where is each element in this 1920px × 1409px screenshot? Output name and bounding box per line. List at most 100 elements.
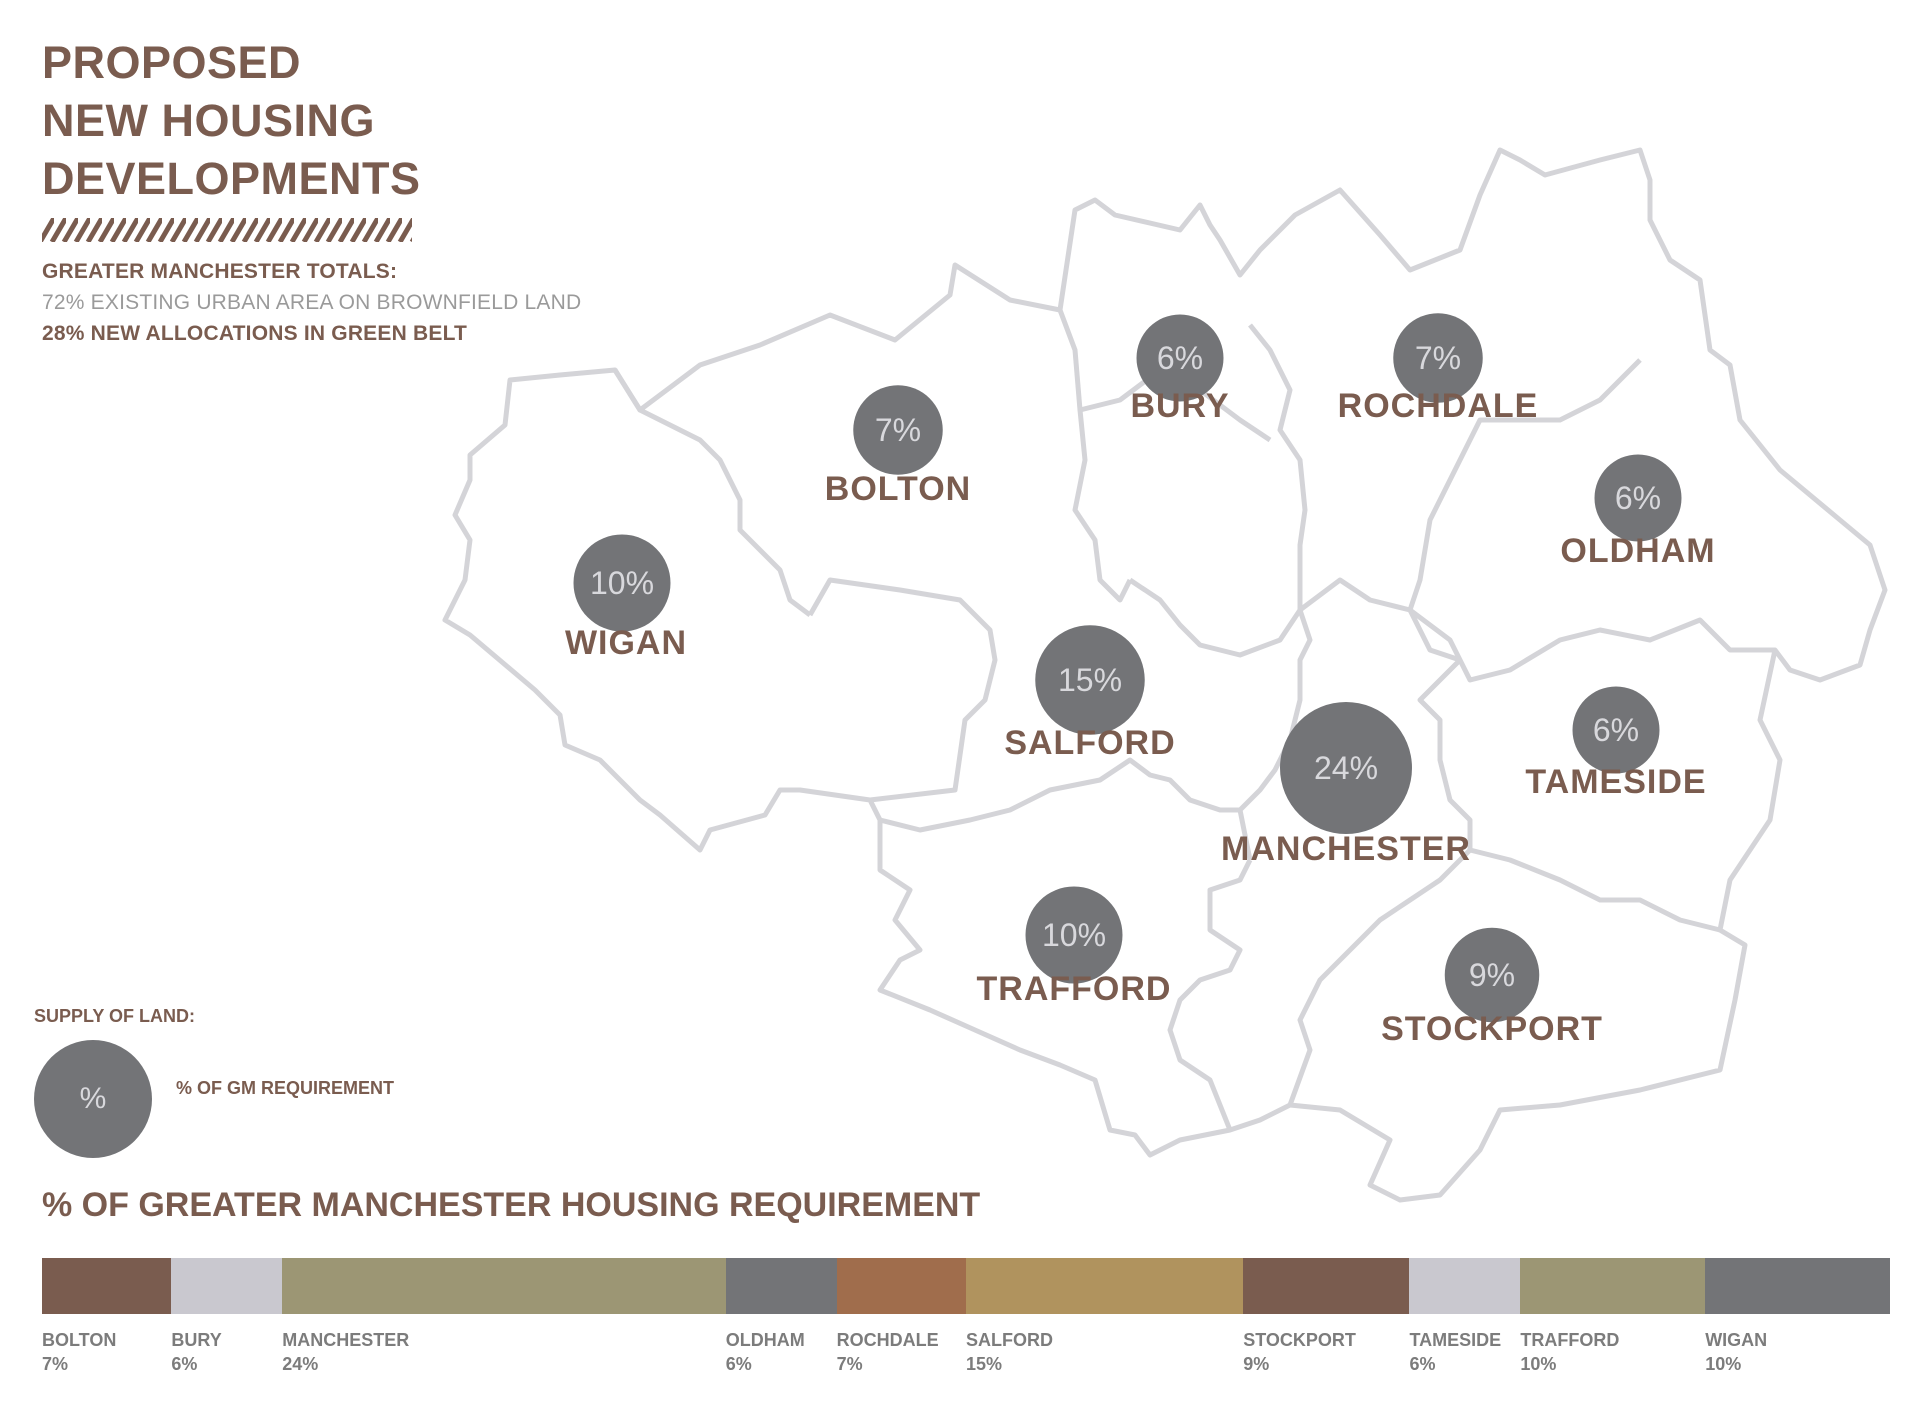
page-title: PROPOSED NEW HOUSING DEVELOPMENTS (42, 34, 421, 208)
boundary-manchester-oldham (1298, 577, 1461, 663)
bar-segment-wigan (1705, 1258, 1890, 1314)
bar-segment-manchester (282, 1258, 726, 1314)
bar-label-value: 24% (282, 1354, 319, 1374)
bar-label-value: 15% (966, 1354, 1003, 1374)
stockport-supply-circle (1444, 927, 1540, 1023)
oldham-supply-circle (1594, 454, 1682, 542)
wigan-label: WIGAN (565, 624, 687, 662)
bar-label-value: 9% (1243, 1354, 1270, 1374)
bar-label-name: OLDHAM (725, 1330, 805, 1350)
tameside-label: TAMESIDE (1525, 763, 1706, 801)
title-line-2: NEW HOUSING (42, 95, 376, 146)
bar-segment-salford (965, 1258, 1244, 1314)
bar-label-name: WIGAN (1705, 1330, 1768, 1350)
bar-label-name: BURY (171, 1330, 222, 1350)
bar-chart-title: % OF GREATER MANCHESTER HOUSING REQUIREM… (42, 1186, 981, 1224)
boundary-manchester-tameside (1417, 658, 1473, 850)
tameside-supply-circle (1572, 686, 1660, 774)
bury-label: BURY (1130, 387, 1229, 425)
supply-legend-description: % OF GM REQUIREMENT (176, 1078, 395, 1098)
bolton-supply-circle (853, 385, 943, 475)
bar-label-tameside: TAMESIDE 6% (1410, 1328, 1502, 1376)
totals-greenbelt: 28% NEW ALLOCATIONS IN GREEN BELT (42, 322, 468, 345)
title-line-3: DEVELOPMENTS (42, 153, 421, 204)
supply-legend-title: SUPPLY OF LAND: (34, 1006, 196, 1026)
boundary-bolton-bury (1057, 309, 1133, 603)
bar-segment-trafford (1520, 1258, 1706, 1314)
salford-supply-circle (1035, 625, 1145, 735)
bury-supply-circle (1136, 314, 1224, 402)
oldham-label: OLDHAM (1560, 532, 1715, 570)
boundary-wigan-salford (807, 577, 998, 803)
manchester-label: MANCHESTER (1221, 830, 1471, 868)
bar-label-value: 6% (725, 1354, 752, 1374)
boundary-bolton-salford (1128, 577, 1303, 658)
salford-label: SALFORD (1004, 724, 1175, 762)
supply-legend-circle: % (34, 1040, 152, 1158)
bar-label-value: 7% (42, 1354, 69, 1374)
bar-labels: BOLTON 7% BURY 6% MANCHESTER 24% OLDHAM 6% ROCHD… (42, 1328, 1890, 1388)
boundary-oldham-tameside (1408, 608, 1775, 683)
bar-label-name: SALFORD (966, 1330, 1053, 1350)
trafford-supply-circle (1025, 886, 1123, 984)
bar-label-value: 10% (1705, 1354, 1742, 1374)
trafford-supply-value: 10% (1042, 917, 1106, 953)
bar-label-oldham: OLDHAM 6% (726, 1328, 805, 1376)
totals-brownfield: 72% EXISTING URBAN AREA ON BROWNFIELD LA… (42, 291, 582, 314)
bar-label-value: 10% (1520, 1354, 1557, 1374)
boundary-tameside-stockport (1469, 847, 1721, 933)
bar-label-name: MANCHESTER (282, 1330, 410, 1350)
bar-segment-stockport (1243, 1258, 1410, 1314)
boundary-salford-trafford (879, 757, 1240, 833)
rochdale-label: ROCHDALE (1338, 387, 1539, 425)
housing-requirement-bar (42, 1258, 1890, 1314)
boundary-wigan-bolton (612, 368, 812, 617)
gm-outer-boundary (442, 147, 1888, 1203)
boundary-bury-rochdale (1248, 323, 1308, 610)
bar-label-wigan: WIGAN 10% (1705, 1328, 1767, 1376)
title-line-1: PROPOSED (42, 37, 302, 88)
bar-segment-tameside (1409, 1258, 1521, 1314)
bolton-supply-value: 7% (875, 412, 921, 448)
wigan-supply-value: 10% (590, 565, 654, 601)
bar-label-stockport: STOCKPORT 9% (1243, 1328, 1356, 1376)
rochdale-supply-value: 7% (1415, 340, 1461, 376)
hatch-divider (42, 218, 412, 242)
bar-segment-bury (171, 1258, 283, 1314)
bolton-label: BOLTON (825, 470, 971, 508)
totals-heading: GREATER MANCHESTER TOTALS: (42, 260, 398, 283)
bar-label-name: BOLTON (42, 1330, 117, 1350)
oldham-supply-value: 6% (1615, 480, 1661, 516)
bar-label-name: STOCKPORT (1243, 1330, 1356, 1350)
bar-segment-bolton (42, 1258, 172, 1314)
rochdale-supply-circle (1393, 313, 1483, 403)
trafford-label: TRAFFORD (977, 970, 1172, 1008)
bar-label-manchester: MANCHESTER 24% (282, 1328, 409, 1376)
manchester-supply-value: 24% (1314, 750, 1378, 786)
bar-label-name: TRAFFORD (1520, 1330, 1620, 1350)
manchester-supply-circle (1280, 702, 1412, 834)
bar-label-bolton: BOLTON 7% (42, 1328, 116, 1376)
bar-label-name: TAMESIDE (1409, 1330, 1502, 1350)
boundary-rochdale-oldham (1407, 358, 1642, 611)
bar-label-salford: SALFORD 15% (966, 1328, 1053, 1376)
tameside-supply-value: 6% (1593, 712, 1639, 748)
bar-label-value: 6% (171, 1354, 198, 1374)
stockport-label: STOCKPORT (1381, 1010, 1603, 1048)
bar-segment-oldham (725, 1258, 837, 1314)
salford-supply-value: 15% (1058, 662, 1122, 698)
boundary-trafford-manchester (1167, 858, 1253, 1131)
bar-label-trafford: TRAFFORD 10% (1520, 1328, 1619, 1376)
bar-label-name: ROCHDALE (836, 1330, 939, 1350)
boundary-manchester-stockport (1287, 848, 1472, 1106)
wigan-supply-circle (573, 534, 671, 632)
bury-supply-value: 6% (1157, 340, 1203, 376)
stockport-supply-value: 9% (1469, 957, 1515, 993)
bar-label-rochdale: ROCHDALE 7% (837, 1328, 939, 1376)
bar-label-value: 6% (1409, 1354, 1436, 1374)
borough-markers: 7% BOLTON 6% BURY 7% ROCHDALE 6% OLDHAM 10% WIGAN… (565, 313, 1715, 1048)
bar-segment-rochdale (836, 1258, 966, 1314)
bar-label-value: 7% (836, 1354, 863, 1374)
bar-label-bury: BURY 6% (171, 1328, 221, 1376)
